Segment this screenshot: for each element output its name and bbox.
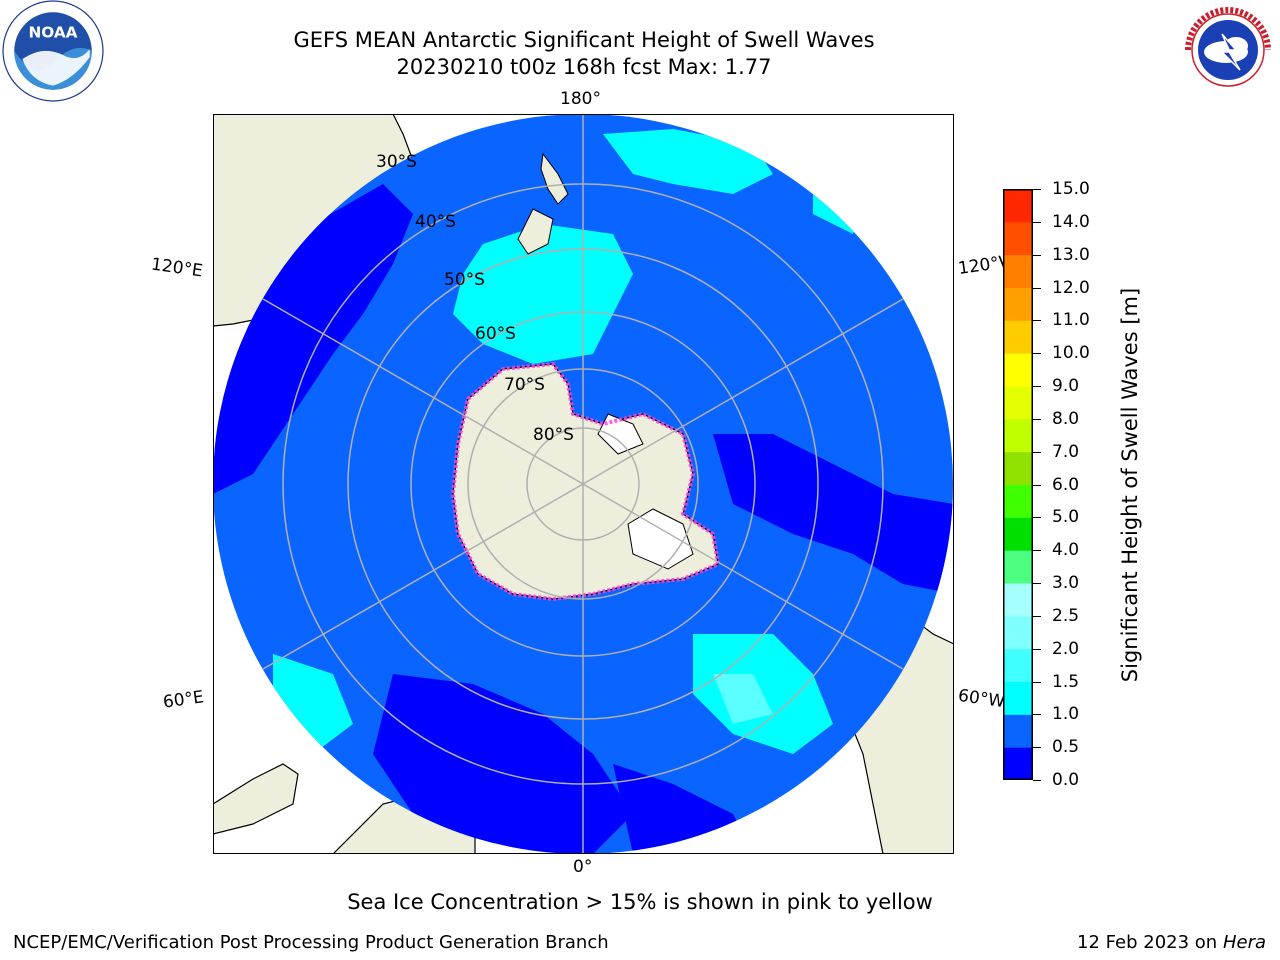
svg-text:NOAA: NOAA bbox=[28, 24, 77, 42]
colorbar-segment bbox=[1003, 386, 1033, 420]
colorbar-tick-label: 6.0 bbox=[1052, 474, 1080, 495]
credit-text: NCEP/EMC/Verification Post Processing Pr… bbox=[13, 932, 609, 953]
colorbar-segment bbox=[1003, 615, 1033, 650]
colorbar-tick-label: 5.0 bbox=[1052, 507, 1080, 528]
date-stamp: 12 Feb 2023 on Hera bbox=[1077, 932, 1266, 953]
colorbar-tick-mark bbox=[1033, 353, 1041, 355]
colorbar-tick-label: 7.0 bbox=[1052, 441, 1080, 462]
colorbar-tick-mark bbox=[1033, 254, 1041, 256]
colorbar-tick-mark bbox=[1033, 386, 1041, 387]
colorbar-tick-mark bbox=[1033, 615, 1041, 617]
colorbar-tick-label: 9.0 bbox=[1052, 376, 1080, 396]
lat-label-60s: 60°S bbox=[475, 324, 516, 344]
nws-logo-icon bbox=[1179, 1, 1277, 99]
colorbar-tick-label: 3.0 bbox=[1052, 573, 1080, 593]
colorbar-tick-mark bbox=[1033, 517, 1041, 519]
colorbar-tick-label: 1.0 bbox=[1052, 704, 1080, 725]
colorbar-segment bbox=[1003, 648, 1033, 682]
colorbar-tick-mark bbox=[1033, 221, 1041, 223]
colorbar-segment bbox=[1003, 221, 1033, 256]
lat-label-50s: 50°S bbox=[444, 270, 485, 290]
colorbar-tick-label: 13.0 bbox=[1052, 244, 1090, 265]
colorbar-segment bbox=[1003, 583, 1033, 617]
colorbar-tick-mark bbox=[1033, 320, 1041, 322]
lat-label-30s: 30°S bbox=[376, 152, 417, 172]
colorbar-tick-label: 12.0 bbox=[1052, 277, 1090, 298]
colorbar-tick-mark bbox=[1033, 681, 1041, 683]
lat-label-70s: 70°S bbox=[504, 375, 545, 395]
colorbar-tick-label: 14.0 bbox=[1052, 211, 1090, 232]
colorbar-tick-label: 4.0 bbox=[1052, 540, 1080, 561]
colorbar-tick-mark bbox=[1033, 648, 1041, 650]
noaa-logo-icon: NOAA bbox=[2, 0, 104, 102]
colorbar-tick-label: 0.0 bbox=[1052, 770, 1080, 790]
colorbar-segment bbox=[1003, 550, 1033, 584]
lon-label-lower-left: 60°E bbox=[161, 687, 206, 713]
map-subtitle: 20230210 t00z 168h fcst Max: 1.77 bbox=[396, 55, 772, 79]
colorbar-segment bbox=[1003, 287, 1033, 321]
colorbar-segment bbox=[1003, 484, 1033, 518]
colorbar-tick-mark bbox=[1033, 747, 1041, 749]
colorbar-tick-mark bbox=[1033, 714, 1041, 716]
colorbar-segment bbox=[1003, 681, 1033, 715]
swell-height-map bbox=[213, 114, 954, 854]
colorbar-tick-mark bbox=[1033, 780, 1041, 781]
sea-ice-note: Sea Ice Concentration > 15% is shown in … bbox=[347, 890, 933, 914]
colorbar-tick-mark bbox=[1033, 583, 1041, 584]
lon-label-upper-left: 120°E bbox=[149, 254, 204, 282]
lon-label-bottom: 0° bbox=[573, 857, 593, 877]
colorbar-tick-label: 8.0 bbox=[1052, 408, 1080, 429]
colorbar-tick-mark bbox=[1033, 484, 1041, 486]
lon-label-top: 180° bbox=[560, 89, 601, 109]
colorbar-segment bbox=[1003, 418, 1033, 453]
colorbar-tick-label: 15.0 bbox=[1052, 179, 1090, 199]
colorbar-segment bbox=[1003, 320, 1033, 354]
lon-label-lower-right: 60°W bbox=[956, 685, 1007, 713]
host-name: Hera bbox=[1222, 932, 1266, 953]
colorbar-segment bbox=[1003, 254, 1033, 288]
colorbar bbox=[1003, 189, 1033, 780]
date-text: 12 Feb 2023 on bbox=[1077, 932, 1218, 953]
colorbar-tick-label: 2.0 bbox=[1052, 638, 1080, 659]
map-title: GEFS MEAN Antarctic Significant Height o… bbox=[293, 28, 875, 52]
graticule bbox=[213, 114, 953, 854]
colorbar-tick-label: 11.0 bbox=[1052, 310, 1090, 331]
lat-label-40s: 40°S bbox=[415, 212, 456, 232]
colorbar-tick-label: 1.5 bbox=[1052, 671, 1080, 692]
colorbar-tick-mark bbox=[1033, 550, 1041, 552]
colorbar-label: Significant Height of Swell Waves [m] bbox=[1118, 287, 1142, 683]
colorbar-tick-label: 10.0 bbox=[1052, 343, 1090, 364]
colorbar-segment bbox=[1003, 353, 1033, 387]
colorbar-segment bbox=[1003, 714, 1033, 748]
colorbar-segment bbox=[1003, 517, 1033, 551]
colorbar-segment bbox=[1003, 451, 1033, 485]
lat-label-80s: 80°S bbox=[533, 425, 574, 445]
colorbar-tick-mark bbox=[1033, 189, 1041, 190]
colorbar-segment bbox=[1003, 189, 1033, 223]
colorbar-tick-mark bbox=[1033, 451, 1041, 453]
colorbar-tick-label: 2.5 bbox=[1052, 605, 1080, 626]
colorbar-tick-label: 0.5 bbox=[1052, 737, 1080, 758]
colorbar-tick-mark bbox=[1033, 418, 1041, 420]
colorbar-segment bbox=[1003, 747, 1033, 780]
colorbar-tick-mark bbox=[1033, 287, 1041, 289]
